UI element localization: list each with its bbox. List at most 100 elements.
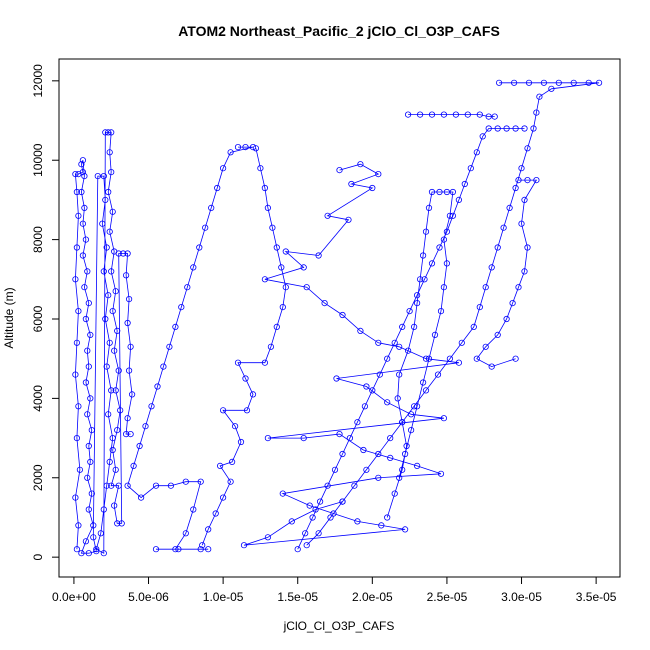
data-point — [399, 323, 406, 330]
data-point — [242, 144, 249, 151]
data-point — [404, 111, 412, 118]
data-point — [428, 260, 436, 267]
series-3 — [199, 145, 289, 549]
data-point — [387, 434, 394, 442]
data-point — [494, 244, 501, 251]
data-point — [79, 157, 87, 164]
data-point — [425, 204, 433, 211]
data-point — [282, 284, 289, 291]
data-point — [570, 79, 577, 86]
data-point — [396, 474, 403, 481]
data-point — [138, 494, 145, 501]
data-point — [227, 478, 234, 485]
data-point — [357, 327, 364, 334]
y-axis-label: Altitude (m) — [2, 287, 16, 348]
data-point — [75, 403, 82, 410]
data-point — [436, 188, 443, 196]
x-tick-label: 0.0e+00 — [52, 590, 96, 604]
data-point — [73, 244, 81, 251]
data-point — [103, 244, 110, 251]
data-point — [97, 530, 104, 537]
data-point — [75, 212, 82, 219]
data-point — [127, 430, 134, 438]
data-point — [212, 510, 219, 517]
data-point — [124, 415, 131, 422]
data-point — [227, 149, 234, 156]
data-point — [336, 430, 343, 438]
data-point — [449, 188, 456, 196]
x-tick-label: 2.5e-05 — [427, 590, 468, 604]
data-point — [217, 462, 224, 469]
data-point — [376, 371, 383, 378]
series-line — [127, 146, 254, 550]
data-point — [73, 434, 81, 442]
data-point — [102, 196, 109, 203]
data-point — [261, 359, 268, 366]
data-point — [87, 395, 94, 402]
data-point — [525, 79, 533, 86]
data-point — [375, 474, 382, 481]
data-point — [108, 268, 115, 275]
data-point — [428, 188, 436, 196]
data-point — [375, 171, 382, 178]
data-point — [503, 125, 510, 132]
x-tick-label: 1.0e-05 — [203, 590, 244, 604]
data-point — [78, 188, 85, 196]
data-point — [126, 367, 133, 374]
series-9 — [240, 161, 462, 549]
data-point — [232, 423, 239, 430]
data-point — [357, 161, 364, 168]
data-point — [410, 323, 418, 330]
data-point — [473, 355, 480, 362]
data-point — [585, 79, 592, 86]
data-point — [103, 482, 110, 489]
data-point — [512, 184, 519, 192]
data-point — [524, 177, 531, 184]
data-point — [404, 347, 412, 354]
data-point — [476, 303, 483, 311]
data-point — [264, 534, 271, 541]
data-point — [234, 144, 242, 151]
data-point — [73, 188, 81, 196]
data-point — [369, 184, 376, 192]
data-point — [399, 466, 406, 473]
data-point — [494, 331, 501, 338]
data-point — [72, 276, 79, 283]
data-point — [336, 167, 343, 174]
data-point — [422, 387, 430, 394]
data-point — [419, 379, 427, 386]
data-point — [416, 276, 424, 283]
data-point — [79, 220, 87, 227]
data-point — [111, 502, 118, 509]
data-point — [407, 411, 415, 418]
data-point — [261, 184, 268, 192]
data-point — [515, 284, 522, 291]
series-5 — [384, 188, 456, 521]
data-point — [339, 450, 346, 458]
data-point — [85, 363, 92, 370]
data-point — [500, 224, 507, 231]
data-point — [90, 522, 97, 529]
x-axis-label: jClO_Cl_O3P_CAFS — [283, 619, 395, 633]
data-point — [88, 426, 95, 434]
data-point — [521, 196, 528, 203]
data-point — [105, 129, 112, 136]
data-point — [306, 502, 313, 509]
data-point — [103, 363, 110, 370]
data-point — [421, 276, 428, 283]
data-point — [518, 165, 525, 172]
data-point — [464, 111, 471, 118]
data-point — [354, 518, 361, 525]
data-point — [220, 165, 227, 172]
data-point — [503, 315, 510, 323]
data-point — [182, 478, 189, 485]
series-7 — [473, 177, 540, 370]
data-point — [399, 419, 406, 426]
data-point — [249, 391, 257, 398]
data-point — [100, 550, 107, 557]
data-point — [360, 446, 367, 454]
data-point — [315, 530, 322, 537]
chart-title: ATOM2 Northeast_Pacific_2 jClO_Cl_O3P_CA… — [178, 23, 500, 39]
data-point — [94, 173, 101, 180]
